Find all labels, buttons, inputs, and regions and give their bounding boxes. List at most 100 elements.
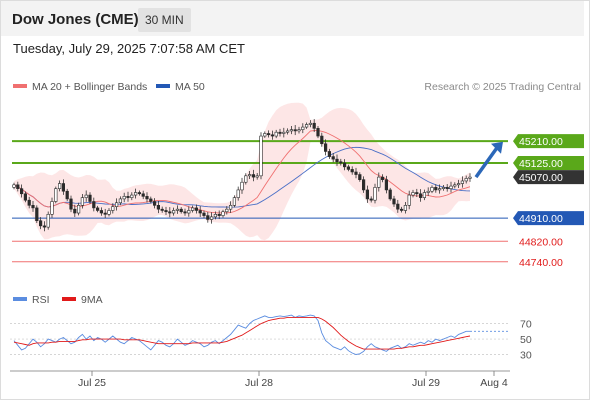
candle-body-up xyxy=(460,180,465,184)
candle-body-down xyxy=(168,211,172,214)
candle xyxy=(293,125,297,136)
rsi-legend-swatch xyxy=(13,297,27,301)
candle-body-down xyxy=(27,199,31,206)
candle xyxy=(149,196,153,204)
candle-body-down xyxy=(42,225,46,228)
candle-body-down xyxy=(126,196,130,198)
candle-body-down xyxy=(316,128,320,137)
candle-body-down xyxy=(194,207,199,211)
candle xyxy=(38,217,43,230)
candle-body-down xyxy=(323,143,328,152)
interval-badge[interactable]: 30 MIN xyxy=(138,8,191,32)
candle xyxy=(255,173,259,180)
candle-body-down xyxy=(153,201,157,206)
candle-body-up xyxy=(221,211,225,216)
instrument-title: Dow Jones (CME) xyxy=(12,11,139,28)
candle xyxy=(42,221,46,232)
candle xyxy=(464,175,468,184)
candle-body-up xyxy=(50,201,54,215)
candle xyxy=(168,207,172,218)
candle xyxy=(396,199,400,213)
bollinger-band-area xyxy=(14,102,470,241)
candle-body-up xyxy=(57,183,62,189)
ma50-legend-label: MA 50 xyxy=(175,81,205,93)
candle xyxy=(217,210,221,220)
last-price-label-box xyxy=(513,170,584,185)
candle-body-up xyxy=(232,197,237,206)
candle-body-up xyxy=(12,184,16,188)
candle xyxy=(69,195,73,213)
candle xyxy=(346,164,351,172)
candle xyxy=(331,152,335,163)
resistance-1-label: 45125.00 xyxy=(519,158,563,170)
ma20-legend-swatch xyxy=(13,84,27,88)
candle-body-down xyxy=(183,211,187,214)
candle xyxy=(411,189,415,198)
candle-body-down xyxy=(358,174,362,180)
candle-body-up xyxy=(430,187,434,192)
last-price-label-bg xyxy=(513,170,584,185)
candle xyxy=(19,184,24,198)
candle xyxy=(92,197,96,212)
candle xyxy=(248,170,252,180)
candle-body-up xyxy=(111,206,115,211)
candle-body-up xyxy=(229,205,233,210)
rsi-legend-label: RSI xyxy=(32,294,50,306)
candle-body-down xyxy=(31,205,35,209)
rsi-ma-legend-swatch xyxy=(62,297,76,301)
candle xyxy=(418,189,423,202)
rsi-line xyxy=(13,314,470,355)
candle xyxy=(403,201,408,214)
candle xyxy=(84,190,88,202)
support-2-label: 44820.00 xyxy=(519,236,563,248)
candle xyxy=(88,192,92,205)
rsi-ma-legend-label: 9MA xyxy=(81,294,103,306)
x-tick-label: Aug 4 xyxy=(480,377,508,389)
resistance-2-label-box xyxy=(513,134,584,149)
candle-body-down xyxy=(320,135,324,145)
candle-body-down xyxy=(312,122,316,129)
candle-body-up xyxy=(308,122,313,125)
candle-body-up xyxy=(115,202,119,207)
candle xyxy=(232,195,237,208)
bollinger-band-fill xyxy=(14,102,470,241)
candle xyxy=(137,190,142,196)
support-1-label-bg xyxy=(513,211,584,226)
candle xyxy=(179,207,183,214)
candle-body-down xyxy=(202,212,206,216)
candle xyxy=(468,173,472,182)
credit-text: Research © 2025 Trading Central xyxy=(424,81,581,93)
candle xyxy=(80,194,84,209)
candle-body-up xyxy=(80,197,84,206)
candle-body-up xyxy=(187,210,191,214)
candle-body-down xyxy=(164,210,168,213)
candle-body-up xyxy=(411,192,415,196)
candle-body-down xyxy=(92,201,96,209)
candle xyxy=(441,185,446,191)
candle xyxy=(156,200,161,214)
candle xyxy=(392,195,396,207)
candle xyxy=(240,177,244,194)
resistance-2-label-bg xyxy=(513,134,584,149)
candle-body-down xyxy=(88,194,92,202)
candle-body-up xyxy=(134,192,138,196)
candle-body-up xyxy=(407,194,411,206)
candle xyxy=(453,182,457,189)
candle-body-down xyxy=(160,208,164,211)
candle xyxy=(449,181,453,193)
candle-body-down xyxy=(145,196,149,200)
candle xyxy=(399,206,404,213)
candle-body-up xyxy=(210,216,214,220)
candle xyxy=(422,189,427,201)
candle xyxy=(384,175,389,194)
candle-body-down xyxy=(61,183,65,192)
candle xyxy=(191,205,195,213)
candle-body-down xyxy=(69,198,73,210)
candle-body-down xyxy=(361,179,366,191)
candle-body-down xyxy=(434,187,438,191)
candle xyxy=(96,205,100,213)
candle-body-down xyxy=(335,158,339,163)
candle xyxy=(380,174,385,183)
resistance-1-label-bg xyxy=(513,155,584,170)
candle xyxy=(99,207,103,216)
